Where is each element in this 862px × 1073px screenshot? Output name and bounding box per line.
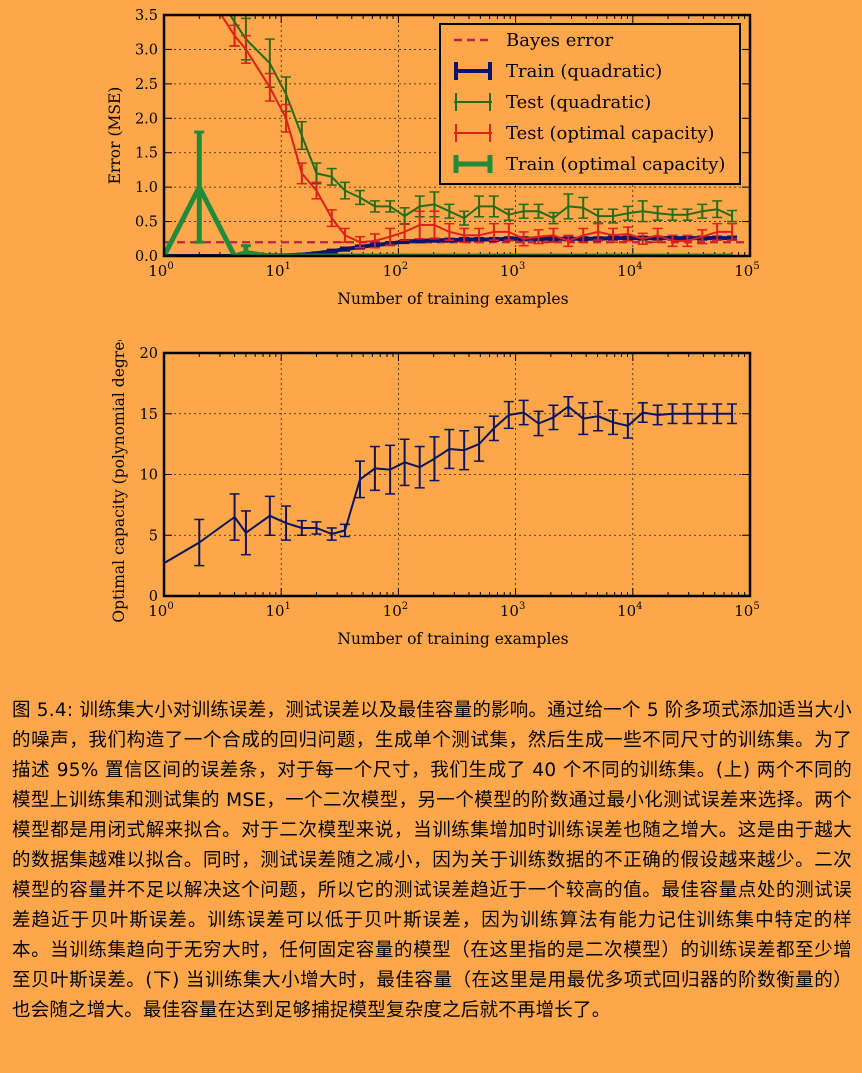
series-3 [194, 15, 738, 249]
top-chart: 100 101 102 103 104 1050.00.51.01.52.02.53.03… [106, 8, 760, 308]
x-tick-label: 104 [617, 261, 642, 280]
y-tick-label: 2.0 [135, 111, 158, 127]
x-tick-label: 103 [500, 601, 525, 620]
y-tick-label: 10 [140, 468, 158, 484]
y-tick-label: 20 [140, 346, 158, 362]
legend-item: Train (optimal capacity) [453, 154, 725, 175]
legend: Bayes error Train (quadratic) Test (quadra… [439, 23, 741, 185]
legend-item: Bayes error [454, 30, 613, 51]
y-tick-label: 2.5 [135, 77, 158, 93]
y-tick-label: 1.5 [135, 146, 158, 162]
x-axis-label: Number of training examples [337, 290, 568, 308]
legend-label: Test (optimal capacity) [506, 123, 714, 144]
y-axis-label: Optimal capacity (polynomial degree) [110, 340, 128, 623]
plot-area [164, 15, 750, 256]
y-tick-label: 3.0 [135, 42, 158, 58]
x-tick-label: 101 [265, 601, 290, 620]
x-tick-label: 104 [617, 601, 642, 620]
y-tick-label: 0.0 [135, 249, 158, 265]
y-tick-label: 5 [149, 528, 158, 544]
figure-caption: 图 5.4: 训练集大小对训练误差，测试误差以及最佳容量的影响。通过给一个 5 … [12, 696, 852, 1026]
caption-text: 图 5.4: 训练集大小对训练误差，测试误差以及最佳容量的影响。通过给一个 5 … [12, 700, 852, 1021]
legend-item: Test (optimal capacity) [454, 123, 714, 144]
series-line [220, 15, 733, 244]
x-tick-label: 101 [265, 261, 290, 280]
grid [164, 353, 750, 596]
legend-label: Train (quadratic) [506, 61, 662, 82]
legend-label: Test (quadratic) [506, 92, 651, 113]
y-tick-label: 0.5 [135, 215, 158, 231]
series-line [228, 15, 733, 220]
y-tick-label: 0 [149, 589, 158, 605]
y-tick-label: 15 [140, 407, 158, 423]
x-tick-label: 105 [734, 261, 759, 280]
y-axis-label: Error (MSE) [106, 87, 124, 185]
series-0 [164, 395, 738, 567]
series-4 [164, 130, 733, 256]
plot-frame [162, 351, 752, 598]
legend-label: Bayes error [506, 30, 613, 51]
x-axis-label: Number of training examples [337, 630, 568, 648]
plot-frame [162, 13, 752, 258]
x-tick-label: 102 [383, 601, 408, 620]
legend-item: Test (quadratic) [454, 92, 651, 113]
x-tick-label: 102 [383, 261, 408, 280]
series-line [164, 405, 733, 565]
y-tick-label: 3.5 [135, 8, 158, 24]
plot-area [164, 395, 738, 567]
legend-label: Train (optimal capacity) [506, 154, 725, 175]
x-tick-label: 105 [734, 601, 759, 620]
ticks [163, 352, 751, 597]
x-tick-label: 103 [500, 261, 525, 280]
legend-item: Train (quadratic) [454, 61, 662, 82]
y-tick-label: 1.0 [135, 180, 158, 196]
